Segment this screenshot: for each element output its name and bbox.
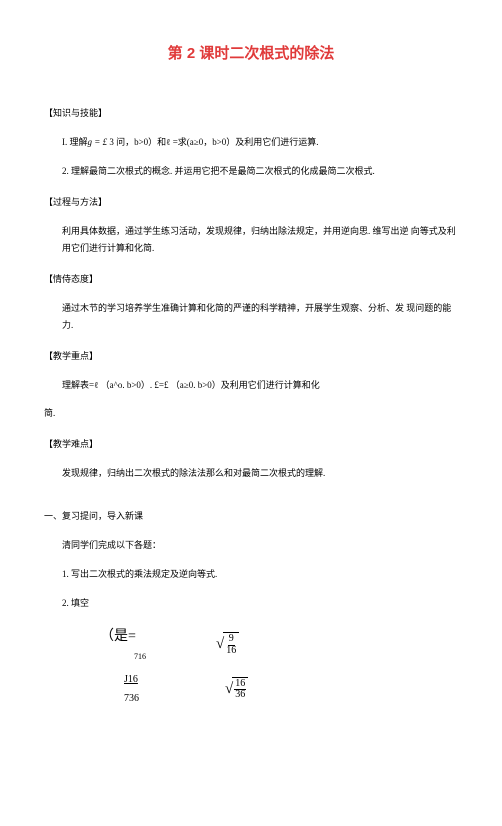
para-1: I. 理解g = £ 3 问，b>0）和ℓ =求(a≥0，b>0）及利用它们进行… [44,134,458,151]
sqrt-body: 16 36 [232,677,248,701]
sqrt-expr-2: √ 16 36 [225,677,248,701]
sqrt-denom: 16 [225,646,237,657]
page-title: 第 2 课时二次根式的除法 [44,40,458,69]
heading-difficulty: 【教学难点】 [44,436,458,453]
formula-row-1: （是= 716 √ 9 16 [44,624,458,664]
para-2: 2. 理解最简二次根式的概念. 并运用它把不是最简二次根式的化成最简二次根式. [44,163,458,180]
sqrt-body: 9 16 [223,632,239,656]
para-5b: 简. [44,405,458,422]
frac-denom: 36 [234,690,246,701]
math-bottom: 736 [124,689,139,708]
formula-left-1: （是= 716 [100,624,146,664]
para-5: 理解表=ℓ （a^o. b>0）. £=£ （a≥0. b>0）及利用它们进行计… [44,377,458,394]
sqrt-expr-1: √ 9 16 [216,632,239,656]
para-7: 清同学们完成以下各题： [44,537,458,554]
para-6: 发现规律，归纳出二次根式的除法法那么和对最简二次根式的理解. [44,465,458,482]
math-inline: g = £ [88,137,108,147]
formula-left-2: J16 736 [124,670,139,708]
heading-attitude: 【情侍态度】 [44,271,458,288]
math-sub: 716 [134,649,146,664]
formula-row-2: J16 736 √ 16 36 [44,670,458,708]
para-9: 2. 填空 [44,595,458,612]
heading-process: 【过程与方法】 [44,194,458,211]
math-prefix: （是= [100,624,136,651]
document-page: 第 2 课时二次根式的除法 【知识与技能】 I. 理解g = £ 3 问，b>0… [0,0,502,728]
para-3: 利用具体数据，通过学生练习活动，发现规律，归纳出除法规定，并用逆向思. 维写出逆… [44,223,458,257]
para-8: 1. 写出二次根式的乘法规定及逆向等式. [44,566,458,583]
math-top: J16 [124,670,138,689]
text-fragment: 3 问，b>0）和ℓ =求(a≥0，b>0）及利用它们进行运算. [107,137,318,147]
heading-knowledge: 【知识与技能】 [44,105,458,122]
text-fragment: I. 理解 [62,137,88,147]
sqrt-numer: 9 [228,634,235,646]
para-4: 通过木节的学习培养学生准确计算和化简的严谨的科学精神，开展学生观察、分析、发 现… [44,300,458,334]
heading-focus: 【教学重点】 [44,348,458,365]
heading-review: 一、复习提问，导入新课 [44,508,458,525]
